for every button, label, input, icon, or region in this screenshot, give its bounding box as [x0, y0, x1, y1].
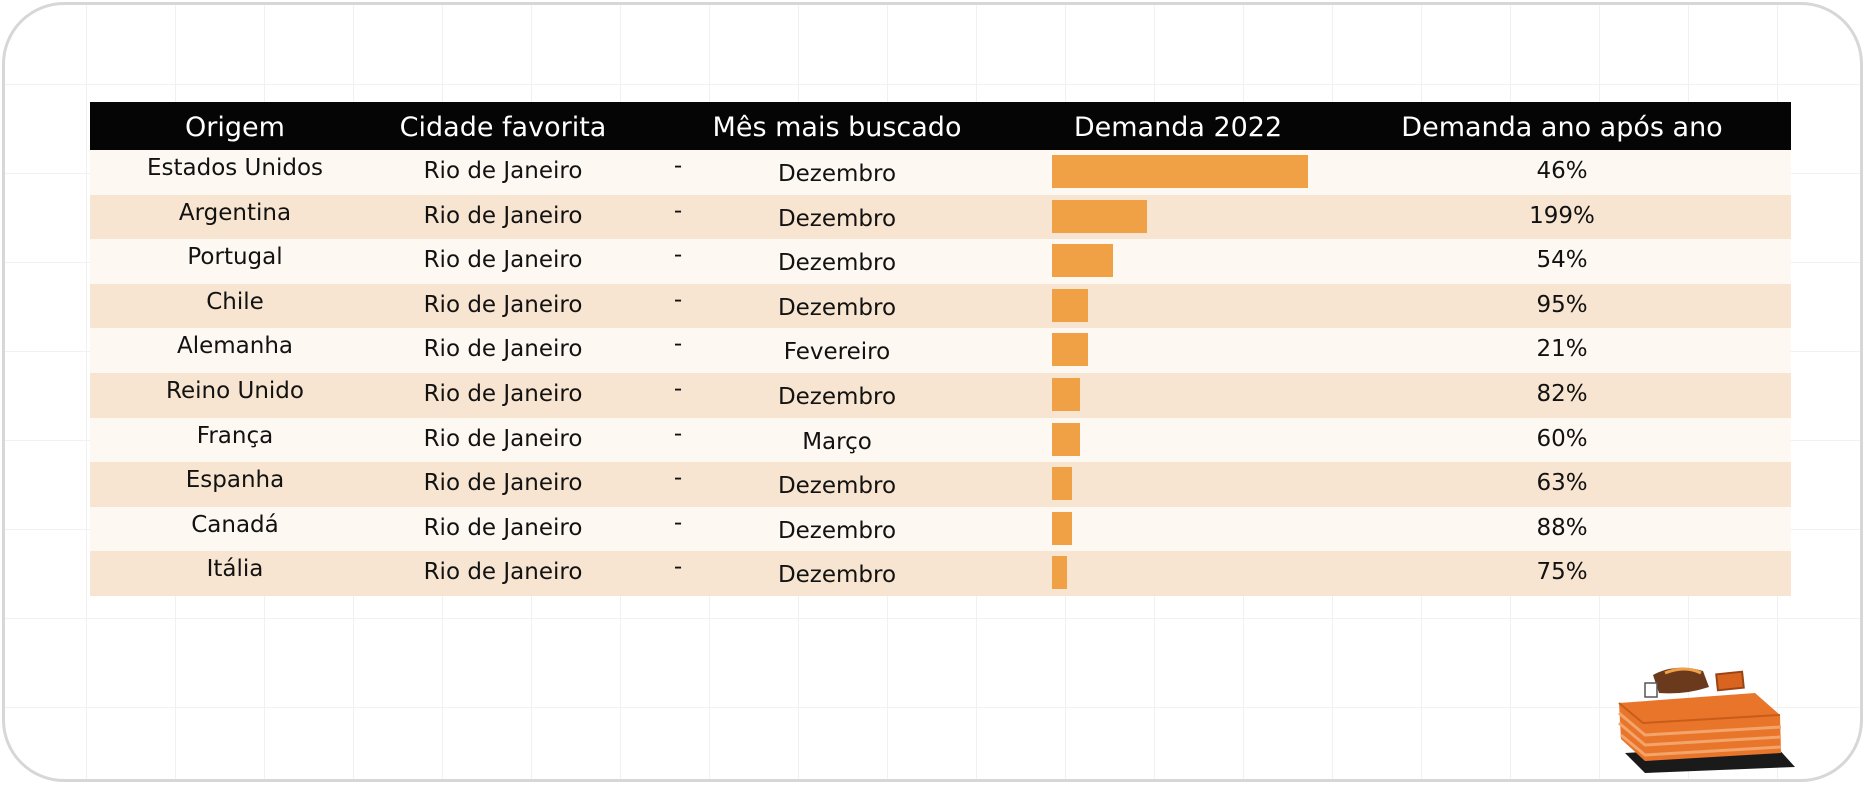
- city-cell: Rio de Janeiro: [423, 425, 583, 452]
- table-row: Itália Rio de Janeiro - Dezembro 75%: [90, 551, 1791, 596]
- city-cell: Rio de Janeiro: [423, 202, 583, 229]
- origin-cell: Chile: [206, 288, 264, 315]
- table-row: França Rio de Janeiro - Março 60%: [90, 417, 1791, 463]
- demand-bar: [1052, 467, 1072, 501]
- origin-cell: Portugal: [187, 244, 283, 271]
- table-header: Origem Cidade favorita Mês mais buscado …: [90, 102, 1791, 150]
- dash-cell: -: [673, 375, 683, 402]
- demand-bar: [1052, 422, 1080, 456]
- demand-bar: [1052, 333, 1088, 367]
- table-row: Reino Unido Rio de Janeiro - Dezembro 82%: [90, 372, 1791, 418]
- demand-bar: [1052, 199, 1147, 233]
- month-cell: Dezembro: [777, 250, 897, 277]
- table-body: Estados Unidos Rio de Janeiro - Dezembro 46%…: [90, 150, 1791, 596]
- demand-table: Origem Cidade favorita Mês mais buscado …: [90, 102, 1791, 596]
- suitcase-illustration: [1618, 667, 1795, 773]
- yoy-cell: 82%: [1536, 380, 1588, 407]
- month-cell: Dezembro: [777, 473, 897, 500]
- yoy-cell: 60%: [1536, 425, 1588, 452]
- city-cell: Rio de Janeiro: [423, 380, 583, 407]
- table-row: Argentina Rio de Janeiro - Dezembro 199%: [90, 194, 1791, 240]
- demand-bar: [1052, 244, 1113, 278]
- table-row: Portugal Rio de Janeiro - Dezembro 54%: [90, 239, 1791, 284]
- dash-cell: -: [673, 465, 683, 492]
- table-row: Canadá Rio de Janeiro - Dezembro 88%: [90, 506, 1791, 552]
- demand-bar: [1052, 556, 1067, 590]
- header-demand: Demanda 2022: [1073, 112, 1283, 143]
- city-cell: Rio de Janeiro: [423, 470, 583, 497]
- table-row: Estados Unidos Rio de Janeiro - Dezembro 46%: [90, 150, 1791, 195]
- yoy-cell: 63%: [1536, 470, 1588, 497]
- month-cell: Dezembro: [777, 161, 897, 187]
- month-cell: Dezembro: [777, 517, 897, 544]
- header-city: Cidade favorita: [399, 112, 607, 143]
- demand-bar: [1052, 377, 1080, 411]
- city-cell: Rio de Janeiro: [423, 336, 583, 363]
- origin-cell: Espanha: [185, 467, 285, 494]
- yoy-cell: 75%: [1536, 559, 1588, 586]
- yoy-cell: 88%: [1536, 514, 1588, 541]
- dash-cell: -: [673, 331, 683, 358]
- month-cell: Dezembro: [777, 294, 897, 321]
- month-cell: Março: [802, 428, 872, 455]
- yoy-cell: 46%: [1536, 158, 1588, 184]
- yoy-cell: 95%: [1536, 291, 1588, 318]
- city-cell: Rio de Janeiro: [423, 247, 583, 274]
- dash-cell: -: [673, 554, 683, 581]
- dash-cell: -: [673, 197, 683, 224]
- month-cell: Fevereiro: [783, 339, 891, 366]
- month-cell: Dezembro: [777, 205, 897, 232]
- city-cell: Rio de Janeiro: [423, 291, 583, 318]
- demand-bar: [1052, 155, 1308, 188]
- dash-cell: -: [673, 286, 683, 313]
- origin-cell: Alemanha: [176, 333, 294, 360]
- header-month: Mês mais buscado: [712, 112, 962, 143]
- origin-cell: Itália: [206, 556, 264, 583]
- city-cell: Rio de Janeiro: [423, 514, 583, 541]
- origin-cell: França: [196, 422, 274, 449]
- header-yoy: Demanda ano após ano: [1401, 112, 1723, 143]
- origin-cell: Reino Unido: [166, 377, 304, 404]
- dash-cell: -: [673, 420, 683, 447]
- dash-cell: -: [673, 153, 683, 179]
- header-origin: Origem: [185, 112, 285, 143]
- city-cell: Rio de Janeiro: [423, 158, 583, 184]
- yoy-cell: 54%: [1536, 247, 1588, 274]
- yoy-cell: 199%: [1529, 202, 1595, 229]
- demand-bar: [1052, 511, 1072, 545]
- demand-bar: [1052, 288, 1088, 322]
- month-cell: Dezembro: [777, 562, 897, 589]
- origin-cell: Canadá: [191, 511, 279, 538]
- dash-cell: -: [673, 509, 683, 536]
- month-cell: Dezembro: [777, 383, 897, 410]
- dash-cell: -: [673, 242, 683, 269]
- yoy-cell: 21%: [1536, 336, 1588, 363]
- table-row: Espanha Rio de Janeiro - Dezembro 63%: [90, 462, 1791, 507]
- table-row: Chile Rio de Janeiro - Dezembro 95%: [90, 283, 1791, 329]
- origin-cell: Estados Unidos: [146, 155, 324, 181]
- origin-cell: Argentina: [178, 199, 292, 226]
- table-row: Alemanha Rio de Janeiro - Fevereiro 21%: [90, 328, 1791, 373]
- city-cell: Rio de Janeiro: [423, 559, 583, 586]
